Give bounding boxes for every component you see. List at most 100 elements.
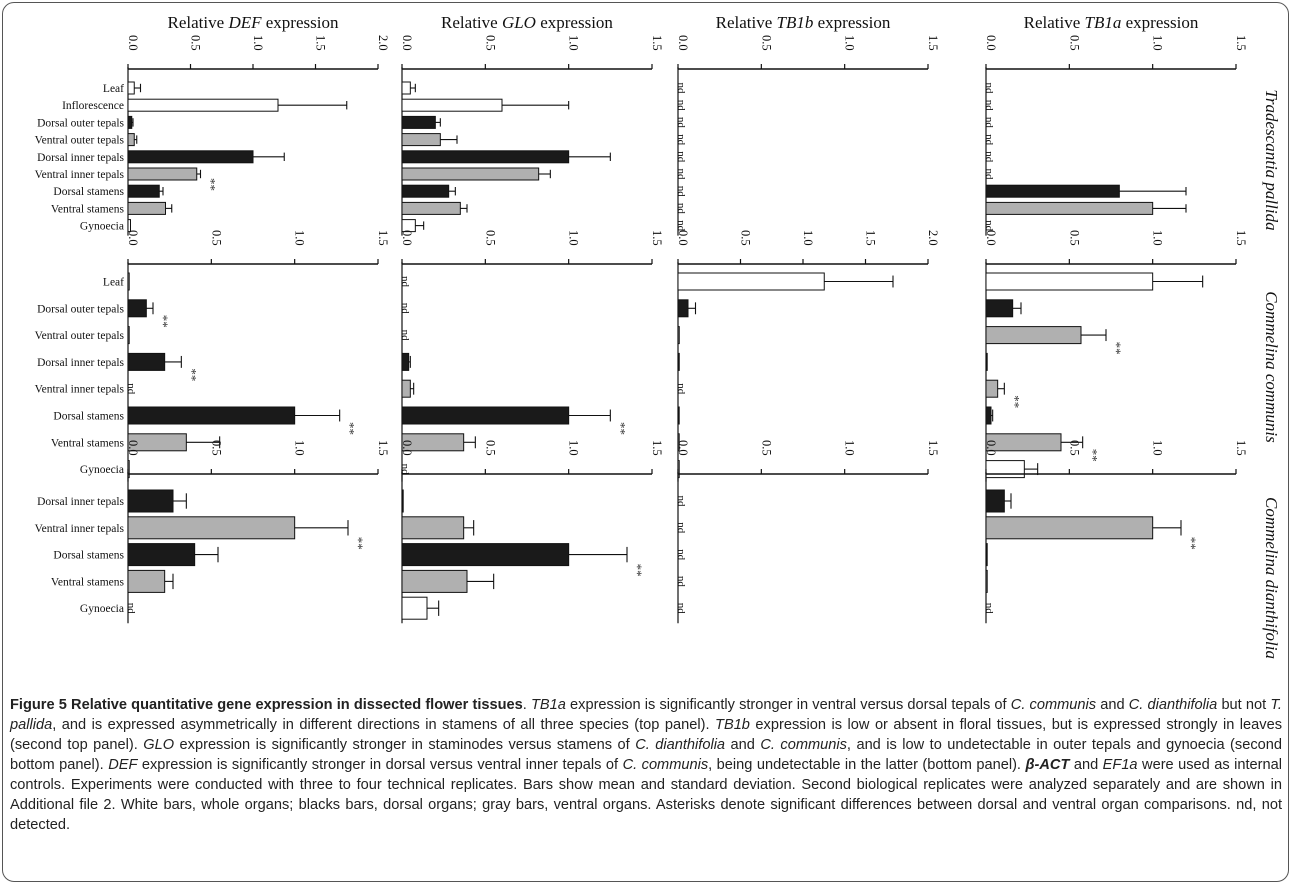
category-label: Leaf <box>103 277 124 289</box>
x-tick-label: 1.5 <box>376 440 390 456</box>
x-tick-label: 1.0 <box>1151 35 1165 51</box>
caption-part-24: were used as internal controls. Experime… <box>10 757 1283 833</box>
significance-marker: ** <box>630 564 645 577</box>
x-tick-label: 1.5 <box>650 440 664 456</box>
category-label: Ventral inner tepals <box>35 384 125 396</box>
bar <box>127 98 279 112</box>
bar <box>127 133 135 147</box>
x-tick-label: 1.5 <box>376 230 390 246</box>
bar <box>985 543 988 567</box>
bar <box>127 219 131 233</box>
nd-label: nd <box>399 303 411 315</box>
bar <box>401 184 450 198</box>
nd-label: nd <box>399 464 411 476</box>
bar <box>127 115 133 129</box>
x-tick-label: 0.0 <box>984 35 998 51</box>
nd-label: nd <box>125 603 137 615</box>
species-label: Tradescantia pallida <box>1262 89 1281 230</box>
caption-part-23: EF1a <box>1102 757 1138 773</box>
category-label: Leaf <box>103 83 124 95</box>
category-label: Ventral stamens <box>51 437 125 449</box>
caption-part-8: , and is expressed asymmetrically in dif… <box>52 717 716 733</box>
significance-marker: ** <box>343 422 358 435</box>
bar <box>127 150 254 164</box>
significance-marker: ** <box>184 368 199 381</box>
x-tick-label: 1.5 <box>1234 35 1248 51</box>
bar <box>401 406 570 425</box>
bar <box>985 352 988 371</box>
panel-tradescantia-DEF: 0.0 0.5 1.0 1.5 2.0 ** <box>126 35 390 236</box>
x-tick-label: 0.5 <box>189 35 203 51</box>
nd-label: nd <box>983 134 995 146</box>
x-tick-label: 0.5 <box>759 440 773 456</box>
nd-label: nd <box>675 549 687 561</box>
column-title-suffix: expression <box>261 13 338 32</box>
column-title-suffix: expression <box>1121 13 1198 32</box>
x-tick-label: 2.0 <box>926 230 940 246</box>
x-tick-label: 0.0 <box>400 440 414 456</box>
column-title-gene: DEF <box>227 13 262 32</box>
caption-part-16: , and is low to undetectable in outer te… <box>10 737 1282 773</box>
caption-part-4: and <box>1096 697 1129 713</box>
panel-tradescantia-TB1a: 0.0 0.5 1.0 1.5 nd nd nd nd nd nd nd <box>983 35 1248 236</box>
bar <box>985 272 1154 291</box>
nd-label: nd <box>675 83 687 95</box>
column-title-prefix: Relative <box>441 13 502 32</box>
x-tick-label: 1.5 <box>650 35 664 51</box>
nd-label: nd <box>675 151 687 163</box>
caption-part-19: C. communis <box>622 757 709 773</box>
x-tick-label: 0.5 <box>1067 440 1081 456</box>
category-label: Dorsal stamens <box>53 411 124 423</box>
category-label: Gynoecia <box>80 221 124 233</box>
caption-part-12: expression is significantly stronger in … <box>174 737 636 753</box>
bar <box>127 299 147 318</box>
figure-caption: Figure 5 Relative quantitative gene expr… <box>10 695 1282 835</box>
significance-marker: ** <box>156 315 171 328</box>
bar <box>677 326 680 345</box>
caption-part-11: GLO <box>143 737 175 753</box>
bar <box>401 379 411 398</box>
column-title-suffix: expression <box>813 13 890 32</box>
caption-part-9: TB1b <box>715 717 750 733</box>
figure-title: Relative quantitative gene expression in… <box>71 697 523 713</box>
bar <box>401 167 540 181</box>
category-label: Dorsal inner tepals <box>37 496 124 508</box>
bar <box>127 569 166 593</box>
bar <box>985 406 992 425</box>
x-tick-label: 1.5 <box>314 35 328 51</box>
x-tick-label: 1.0 <box>843 35 857 51</box>
bar <box>401 489 404 513</box>
bar <box>127 81 135 95</box>
category-label: Dorsal stamens <box>53 550 124 562</box>
category-label: Ventral outer tepals <box>35 135 125 147</box>
column-title-GLO: Relative GLO expression <box>441 13 613 32</box>
bar <box>127 543 196 567</box>
column-title-gene: TB1b <box>777 13 814 32</box>
column-title-TB1a: Relative TB1a expression <box>1024 13 1199 32</box>
significance-marker: ** <box>613 422 628 435</box>
bar <box>677 433 680 452</box>
x-tick-label: 1.5 <box>1234 440 1248 456</box>
panel-commelina-GLO: 0.0 0.5 1.0 1.5 ** <box>400 440 664 624</box>
nd-label: nd <box>675 186 687 198</box>
nd-label: nd <box>399 330 411 342</box>
nd-label: nd <box>675 169 687 181</box>
x-tick-label: 0.0 <box>126 35 140 51</box>
caption-part-3: C. communis <box>1010 697 1097 713</box>
x-tick-label: 0.0 <box>400 230 414 246</box>
panel-commelina-GLO: 0.0 0.5 1.0 1.5 nd nd nd ** nd <box>399 230 664 482</box>
nd-label: nd <box>675 134 687 146</box>
x-tick-label: 0.0 <box>984 440 998 456</box>
x-tick-label: 0.0 <box>676 440 690 456</box>
bar <box>127 326 130 345</box>
significance-marker: ** <box>1086 449 1101 462</box>
nd-label: nd <box>983 100 995 112</box>
expression-chart: Relative DEF expression Relative GLO expr… <box>35 13 1281 659</box>
caption-part-7: T. pallida <box>10 697 1282 733</box>
caption-part-1: TB1a <box>530 697 566 713</box>
nd-label: nd <box>675 603 687 615</box>
bar <box>127 489 174 513</box>
nd-label: nd <box>675 100 687 112</box>
bar <box>677 406 680 425</box>
